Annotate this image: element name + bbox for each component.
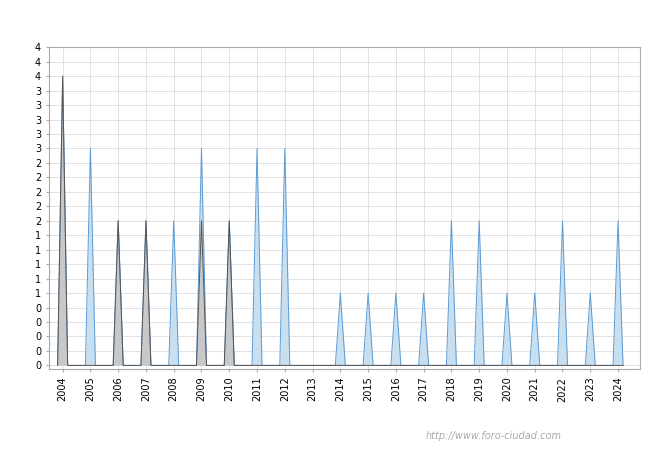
Text: Luyego - Evolucion del Nº de Transacciones Inmobiliarias: Luyego - Evolucion del Nº de Transaccion… [116, 14, 534, 29]
Text: http://www.foro-ciudad.com: http://www.foro-ciudad.com [426, 431, 562, 441]
